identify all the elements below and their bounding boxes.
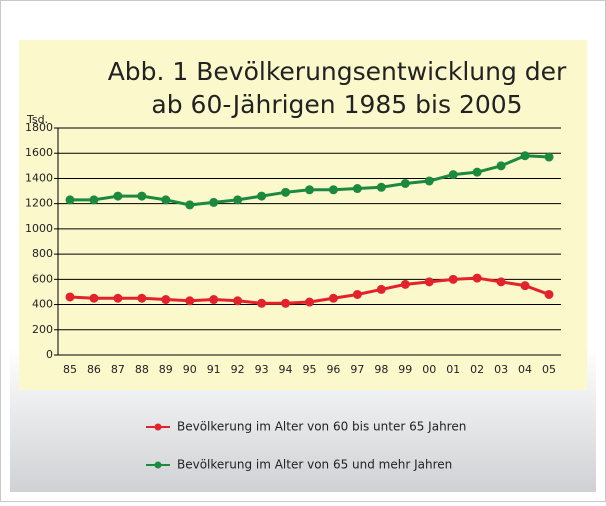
- y-tick-label: 1200: [25, 197, 53, 210]
- y-tick-label: 1800: [25, 121, 53, 134]
- data-point: [496, 277, 506, 287]
- y-tick-label: 1600: [25, 146, 53, 159]
- data-point: [185, 296, 195, 306]
- data-point: [448, 170, 458, 180]
- y-tick-label: 1000: [25, 222, 53, 235]
- data-point: [185, 200, 195, 210]
- plot-panel: [19, 40, 587, 390]
- x-tick-label: 96: [326, 363, 340, 376]
- data-point: [328, 185, 338, 195]
- x-tick-label: 98: [374, 363, 388, 376]
- x-tick-label: 04: [518, 363, 532, 376]
- x-tick-label: 92: [231, 363, 245, 376]
- data-point: [400, 178, 410, 188]
- x-tick-label: 88: [135, 363, 149, 376]
- x-tick-label: 94: [279, 363, 293, 376]
- y-tick-label: 400: [32, 298, 53, 311]
- data-point: [161, 195, 171, 205]
- legend-swatch: [154, 423, 162, 431]
- legend-label: Bevölkerung im Alter von 65 und mehr Jah…: [177, 458, 452, 472]
- data-point: [281, 187, 291, 197]
- data-point: [257, 191, 267, 201]
- data-point: [209, 197, 219, 207]
- data-point: [65, 195, 75, 205]
- data-point: [113, 191, 123, 201]
- data-point: [209, 295, 219, 305]
- legend-label: Bevölkerung im Alter von 60 bis unter 65…: [177, 420, 466, 434]
- x-tick-label: 91: [207, 363, 221, 376]
- data-point: [65, 292, 75, 302]
- x-tick-label: 05: [542, 363, 556, 376]
- data-point: [137, 191, 147, 201]
- x-tick-label: 87: [111, 363, 125, 376]
- x-tick-label: 99: [398, 363, 412, 376]
- data-point: [257, 298, 267, 308]
- x-tick-label: 89: [159, 363, 173, 376]
- data-point: [113, 293, 123, 303]
- data-point: [305, 297, 314, 307]
- y-tick-label: 600: [32, 272, 53, 285]
- data-point: [448, 274, 458, 284]
- legend-swatch: [154, 461, 162, 469]
- data-point: [472, 273, 482, 283]
- data-point: [520, 281, 530, 291]
- x-tick-label: 95: [303, 363, 317, 376]
- x-tick-label: 02: [470, 363, 484, 376]
- y-tick-label: 800: [32, 247, 53, 260]
- data-point: [544, 289, 554, 299]
- data-point: [89, 293, 99, 303]
- x-tick-label: 97: [350, 363, 364, 376]
- chart-title: ab 60-Jährigen 1985 bis 2005: [151, 90, 522, 119]
- data-point: [544, 152, 554, 162]
- data-point: [352, 184, 362, 194]
- data-point: [233, 296, 243, 306]
- data-point: [281, 298, 291, 308]
- data-point: [328, 293, 338, 303]
- data-point: [352, 289, 362, 299]
- data-point: [376, 284, 386, 294]
- data-point: [424, 176, 434, 186]
- y-tick-label: 1400: [25, 171, 53, 184]
- y-tick-label: 200: [32, 323, 53, 336]
- data-point: [137, 293, 147, 303]
- chart-title: Abb. 1 Bevölkerungsentwicklung der: [108, 57, 567, 86]
- x-tick-label: 93: [255, 363, 269, 376]
- data-point: [472, 167, 482, 177]
- x-tick-label: 86: [87, 363, 101, 376]
- x-tick-label: 90: [183, 363, 197, 376]
- data-point: [376, 182, 386, 192]
- x-tick-label: 85: [63, 363, 77, 376]
- y-axis-label: Tsd.: [26, 113, 48, 126]
- data-point: [161, 295, 171, 305]
- data-point: [89, 195, 99, 205]
- x-tick-label: 01: [446, 363, 460, 376]
- x-tick-label: 00: [422, 363, 436, 376]
- data-point: [233, 195, 243, 205]
- x-tick-label: 03: [494, 363, 508, 376]
- data-point: [424, 277, 434, 287]
- data-point: [400, 279, 410, 289]
- data-point: [305, 185, 314, 195]
- y-tick-label: 0: [46, 348, 53, 361]
- data-point: [520, 151, 530, 161]
- data-point: [496, 161, 506, 171]
